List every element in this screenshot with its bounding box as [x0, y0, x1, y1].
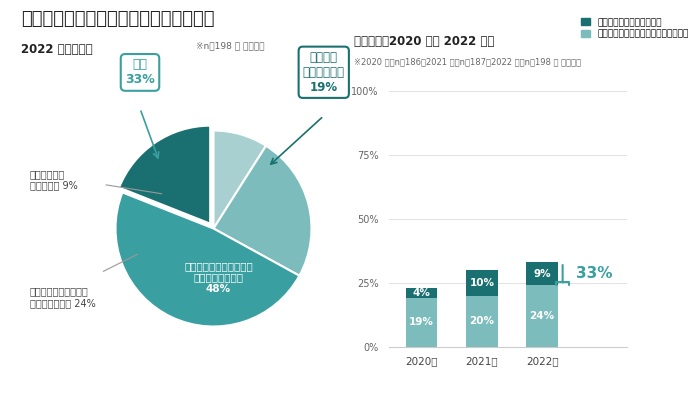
Text: 9%: 9% — [533, 269, 551, 279]
Text: 経年推移（2020 年〜 2022 年）: 経年推移（2020 年〜 2022 年） — [354, 35, 494, 48]
Text: 対策はほぼ終えたが、
一部残っている 24%: 対策はほぼ終えたが、 一部残っている 24% — [29, 286, 95, 308]
Text: 10%: 10% — [470, 278, 494, 288]
Wedge shape — [119, 126, 210, 224]
Text: ※2020 年：n＝186、2021 年：n＝187、2022 年：n＝198 ／ 単一回答: ※2020 年：n＝186、2021 年：n＝187、2022 年：n＝198 … — [354, 57, 580, 66]
Legend: 必要な対策はすべて終えた, 対策はほぼ終えたが、一部残っている: 必要な対策はすべて終えた, 対策はほぼ終えたが、一部残っている — [577, 14, 692, 42]
Bar — [466, 296, 498, 347]
Bar — [526, 285, 558, 347]
Text: 全く対応
できていない
19%: 全く対応 できていない 19% — [302, 51, 344, 94]
Text: 必要な対応は
全て終えた 9%: 必要な対応は 全て終えた 9% — [29, 169, 78, 190]
Text: 規制強化による影響への対応状況と推移: 規制強化による影響への対応状況と推移 — [21, 10, 214, 28]
Wedge shape — [116, 192, 300, 327]
Bar — [406, 288, 438, 298]
Text: 24%: 24% — [530, 311, 554, 321]
Text: 20%: 20% — [470, 316, 494, 326]
Bar — [526, 262, 558, 285]
Text: 対応の一部は終えたが、
多くが残っている
48%: 対応の一部は終えたが、 多くが残っている 48% — [184, 261, 253, 294]
Text: 33%: 33% — [576, 266, 612, 281]
Bar — [466, 270, 498, 296]
Text: 4%: 4% — [413, 288, 430, 298]
Bar — [406, 298, 438, 347]
Text: 合計
33%: 合計 33% — [125, 58, 155, 86]
Text: 2022 年回答結果: 2022 年回答結果 — [21, 43, 92, 56]
Wedge shape — [214, 130, 266, 229]
Wedge shape — [214, 146, 312, 276]
Text: ※n＝198 ／ 単一回答: ※n＝198 ／ 単一回答 — [196, 41, 265, 50]
Text: 19%: 19% — [410, 318, 434, 327]
